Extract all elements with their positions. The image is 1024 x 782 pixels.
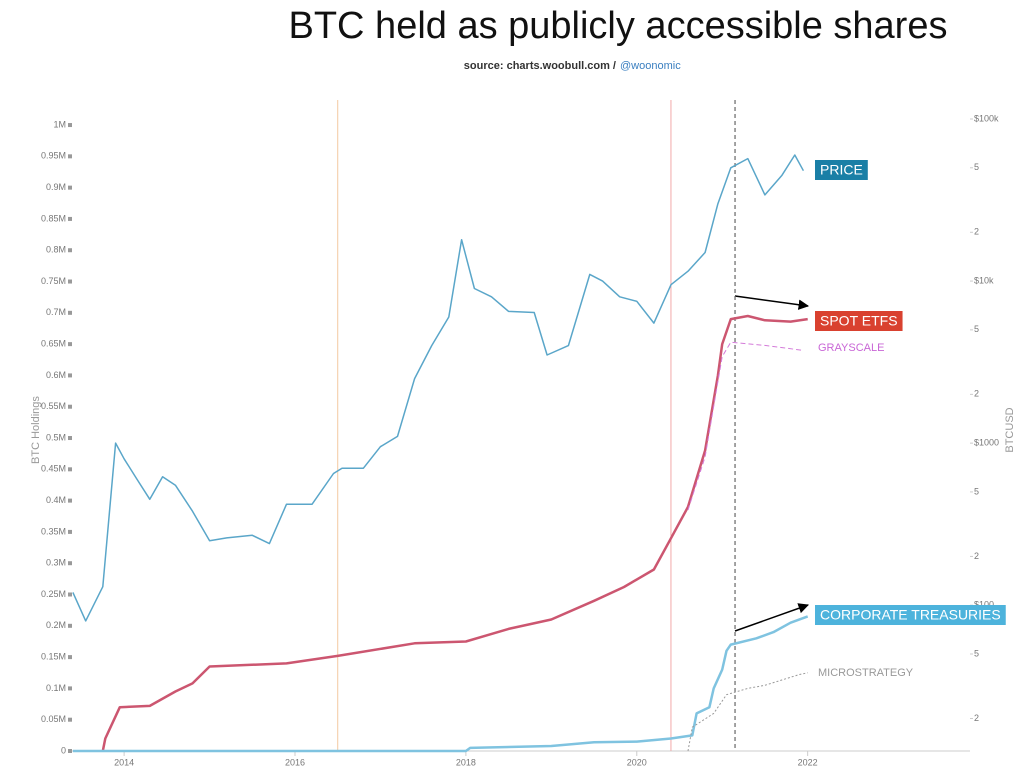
y-tick-label: 0.2M: [46, 620, 66, 630]
y-tick-label: 0.4M: [46, 495, 66, 505]
series-label-box: [815, 160, 868, 180]
series-line: [72, 615, 809, 753]
arrow: [734, 603, 809, 632]
arrow: [734, 295, 810, 310]
y-tick: [68, 623, 72, 628]
y-tick: [68, 561, 72, 566]
y-tick-label: 0.75M: [41, 276, 66, 286]
series-label-text: PRICE: [820, 162, 863, 178]
x-tick-label: 2016: [285, 757, 305, 767]
y-tick: [68, 592, 72, 597]
y-tick: [68, 655, 72, 660]
y-tick: [68, 404, 72, 409]
y-axis-label: BTC Holdings: [30, 396, 42, 464]
series-line: [101, 314, 808, 752]
y-tick: [68, 185, 72, 190]
series-label-box: [815, 311, 903, 331]
y-tick: [68, 529, 72, 534]
y-tick-label: 0.8M: [46, 245, 66, 255]
y-tick: [68, 717, 72, 722]
y-tick-label: 0.85M: [41, 213, 66, 223]
y-tick: [68, 749, 72, 753]
y-tick: [68, 123, 72, 128]
y-tick: [68, 248, 72, 253]
y-tick-label: 0.45M: [41, 464, 66, 474]
y2-tick-label: $100: [974, 600, 994, 610]
y2-axis-label: BTCUSD: [1004, 407, 1016, 452]
series-label-box: [815, 605, 1006, 625]
series-label-text: CORPORATE TREASURIES: [820, 607, 1001, 623]
y2-tick-label: $1000: [974, 438, 999, 448]
y-tick: [68, 279, 72, 284]
y-tick-label: 0.55M: [41, 401, 66, 411]
y-tick: [68, 216, 72, 221]
y-tick-label: 0.15M: [41, 651, 66, 661]
chart-subtitle-handle: @woonomic: [620, 60, 681, 72]
series-label: PRICE: [815, 160, 868, 180]
y-tick: [68, 467, 72, 472]
y-tick: [68, 373, 72, 378]
y2-tick-label: 5: [974, 648, 979, 658]
series-label-text: SPOT ETFS: [820, 313, 898, 329]
y-tick: [68, 342, 72, 347]
y2-tick-label: $100k: [974, 113, 999, 123]
y-tick-label: 0.05M: [41, 714, 66, 724]
y-tick-label: 1M: [53, 119, 66, 129]
y-tick: [68, 154, 72, 159]
y-tick: [68, 310, 72, 315]
y-tick-label: 0: [61, 745, 66, 755]
x-tick-label: 2020: [627, 757, 647, 767]
y-tick-label: 0.25M: [41, 589, 66, 599]
y-tick-label: 0.3M: [46, 558, 66, 568]
series-line: [72, 154, 805, 622]
x-tick-label: 2018: [456, 757, 476, 767]
y2-tick-label: 2: [974, 713, 979, 723]
y-tick-label: 0.65M: [41, 339, 66, 349]
y2-tick-label: 2: [974, 389, 979, 399]
y2-tick-label: 5: [974, 324, 979, 334]
y2-tick-label: 2: [974, 551, 979, 561]
y-tick-label: 0.35M: [41, 526, 66, 536]
y2-tick-label: 5: [974, 162, 979, 172]
y2-tick-label: 2: [974, 227, 979, 237]
series-label: CORPORATE TREASURIES: [815, 605, 1006, 625]
y-tick: [68, 498, 72, 503]
series-line: [687, 341, 804, 511]
y-tick: [68, 436, 72, 441]
y-tick-label: 0.9M: [46, 182, 66, 192]
series-label: GRAYSCALE: [818, 342, 884, 354]
x-tick-label: 2022: [798, 757, 818, 767]
y-tick: [68, 686, 72, 691]
y2-tick-label: 5: [974, 486, 979, 496]
series-label: SPOT ETFS: [815, 311, 903, 331]
series-line: [687, 672, 808, 752]
y-tick-label: 0.7M: [46, 307, 66, 317]
y2-tick-label: $10k: [974, 275, 994, 285]
y-tick-label: 0.6M: [46, 370, 66, 380]
x-tick-label: 2014: [114, 757, 134, 767]
y-tick-label: 0.95M: [41, 151, 66, 161]
series-label: MICROSTRATEGY: [818, 667, 914, 679]
chart-title: BTC held as publicly accessible shares: [289, 5, 948, 47]
chart-subtitle: source: charts.woobull.com /: [464, 60, 616, 72]
y-tick-label: 0.5M: [46, 432, 66, 442]
y-tick-label: 0.1M: [46, 683, 66, 693]
